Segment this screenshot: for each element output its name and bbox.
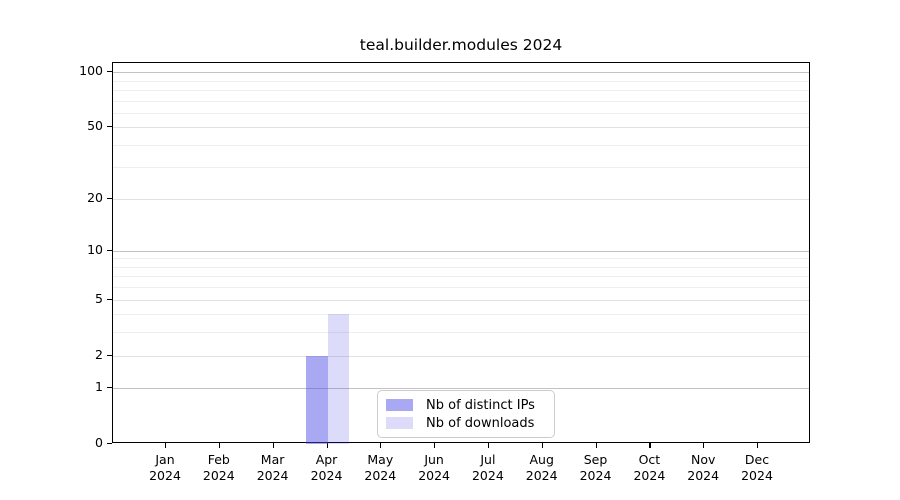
x-tick-mark-jun — [434, 443, 436, 448]
bar-downloads-apr — [327, 314, 349, 444]
x-tick-label-jul: Jul 2024 — [471, 452, 504, 483]
gridline-y-7 — [113, 276, 809, 278]
x-tick-label-may: May 2024 — [364, 452, 397, 483]
gridline-y-20 — [113, 198, 809, 200]
y-tick-label-2: 2 — [95, 346, 103, 362]
y-tick-mark-50 — [107, 126, 112, 128]
gridline-y-4 — [113, 314, 809, 316]
x-tick-label-jan: Jan 2024 — [149, 452, 181, 483]
gridline-y-1 — [113, 388, 809, 390]
y-tick-mark-5 — [107, 298, 112, 300]
gridline-y-5 — [113, 299, 809, 301]
gridline-y-80 — [113, 89, 809, 91]
gridline-y-6 — [113, 287, 809, 289]
x-tick-mark-aug — [541, 443, 543, 448]
x-tick-mark-sep — [595, 443, 597, 448]
gridline-y-30 — [113, 167, 809, 169]
y-tick-mark-2 — [107, 354, 112, 356]
legend-label-distinct-ips: Nb of distinct IPs — [426, 397, 535, 413]
gridline-y-8 — [113, 266, 809, 268]
y-tick-label-20: 20 — [87, 189, 103, 205]
x-tick-label-dec: Dec 2024 — [741, 452, 773, 483]
legend-label-downloads: Nb of downloads — [426, 415, 535, 431]
gridline-y-2 — [113, 355, 809, 357]
x-tick-mark-nov — [703, 443, 705, 448]
gridline-y-40 — [113, 144, 809, 146]
y-tick-label-50: 50 — [87, 118, 103, 134]
chart-title: teal.builder.modules 2024 — [359, 36, 563, 54]
gridline-y-50 — [113, 127, 809, 129]
x-tick-label-mar: Mar 2024 — [256, 452, 289, 483]
x-tick-label-oct: Oct 2024 — [633, 452, 666, 483]
downloads-swatch-icon — [386, 417, 413, 429]
bar-distinct-ips-apr — [306, 355, 328, 444]
x-tick-label-aug: Aug 2024 — [525, 452, 558, 483]
x-tick-mark-jan — [165, 443, 167, 448]
gridline-y-100 — [113, 72, 809, 73]
y-tick-label-1: 1 — [95, 379, 103, 395]
y-tick-label-5: 5 — [95, 290, 103, 306]
x-tick-mark-oct — [649, 443, 651, 448]
y-tick-mark-1 — [107, 387, 112, 389]
x-tick-label-nov: Nov 2024 — [687, 452, 720, 483]
legend-row-downloads: Nb of downloads — [378, 415, 554, 431]
x-tick-mark-feb — [218, 443, 220, 448]
x-tick-label-sep: Sep 2024 — [579, 452, 612, 483]
gridline-y-70 — [113, 100, 809, 102]
x-tick-mark-jul — [487, 443, 490, 448]
y-tick-mark-100 — [107, 71, 112, 73]
gridline-y-60 — [113, 112, 809, 114]
gridline-y-90 — [113, 80, 809, 82]
x-tick-label-jun: Jun 2024 — [418, 452, 450, 483]
gridline-y-10 — [113, 250, 809, 252]
x-tick-mark-apr — [326, 443, 328, 448]
x-tick-mark-mar — [272, 443, 274, 448]
x-tick-label-feb: Feb 2024 — [202, 452, 235, 483]
y-tick-label-10: 10 — [87, 241, 103, 257]
x-tick-mark-dec — [757, 443, 759, 448]
y-tick-label-100: 100 — [79, 63, 103, 78]
y-tick-mark-10 — [107, 249, 112, 251]
y-tick-mark-20 — [107, 197, 112, 199]
gridline-y-9 — [113, 258, 809, 260]
y-tick-label-0: 0 — [95, 435, 103, 450]
y-tick-mark-0 — [107, 443, 112, 445]
x-tick-mark-may — [380, 443, 382, 448]
legend-row-distinct-ips: Nb of distinct IPs — [378, 397, 554, 413]
gridline-y-3 — [113, 332, 809, 334]
distinct-ips-swatch-icon — [386, 399, 413, 411]
legend: Nb of distinct IPs Nb of downloads — [377, 390, 555, 438]
plot-area — [112, 62, 810, 444]
x-tick-label-apr: Apr 2024 — [310, 452, 343, 483]
